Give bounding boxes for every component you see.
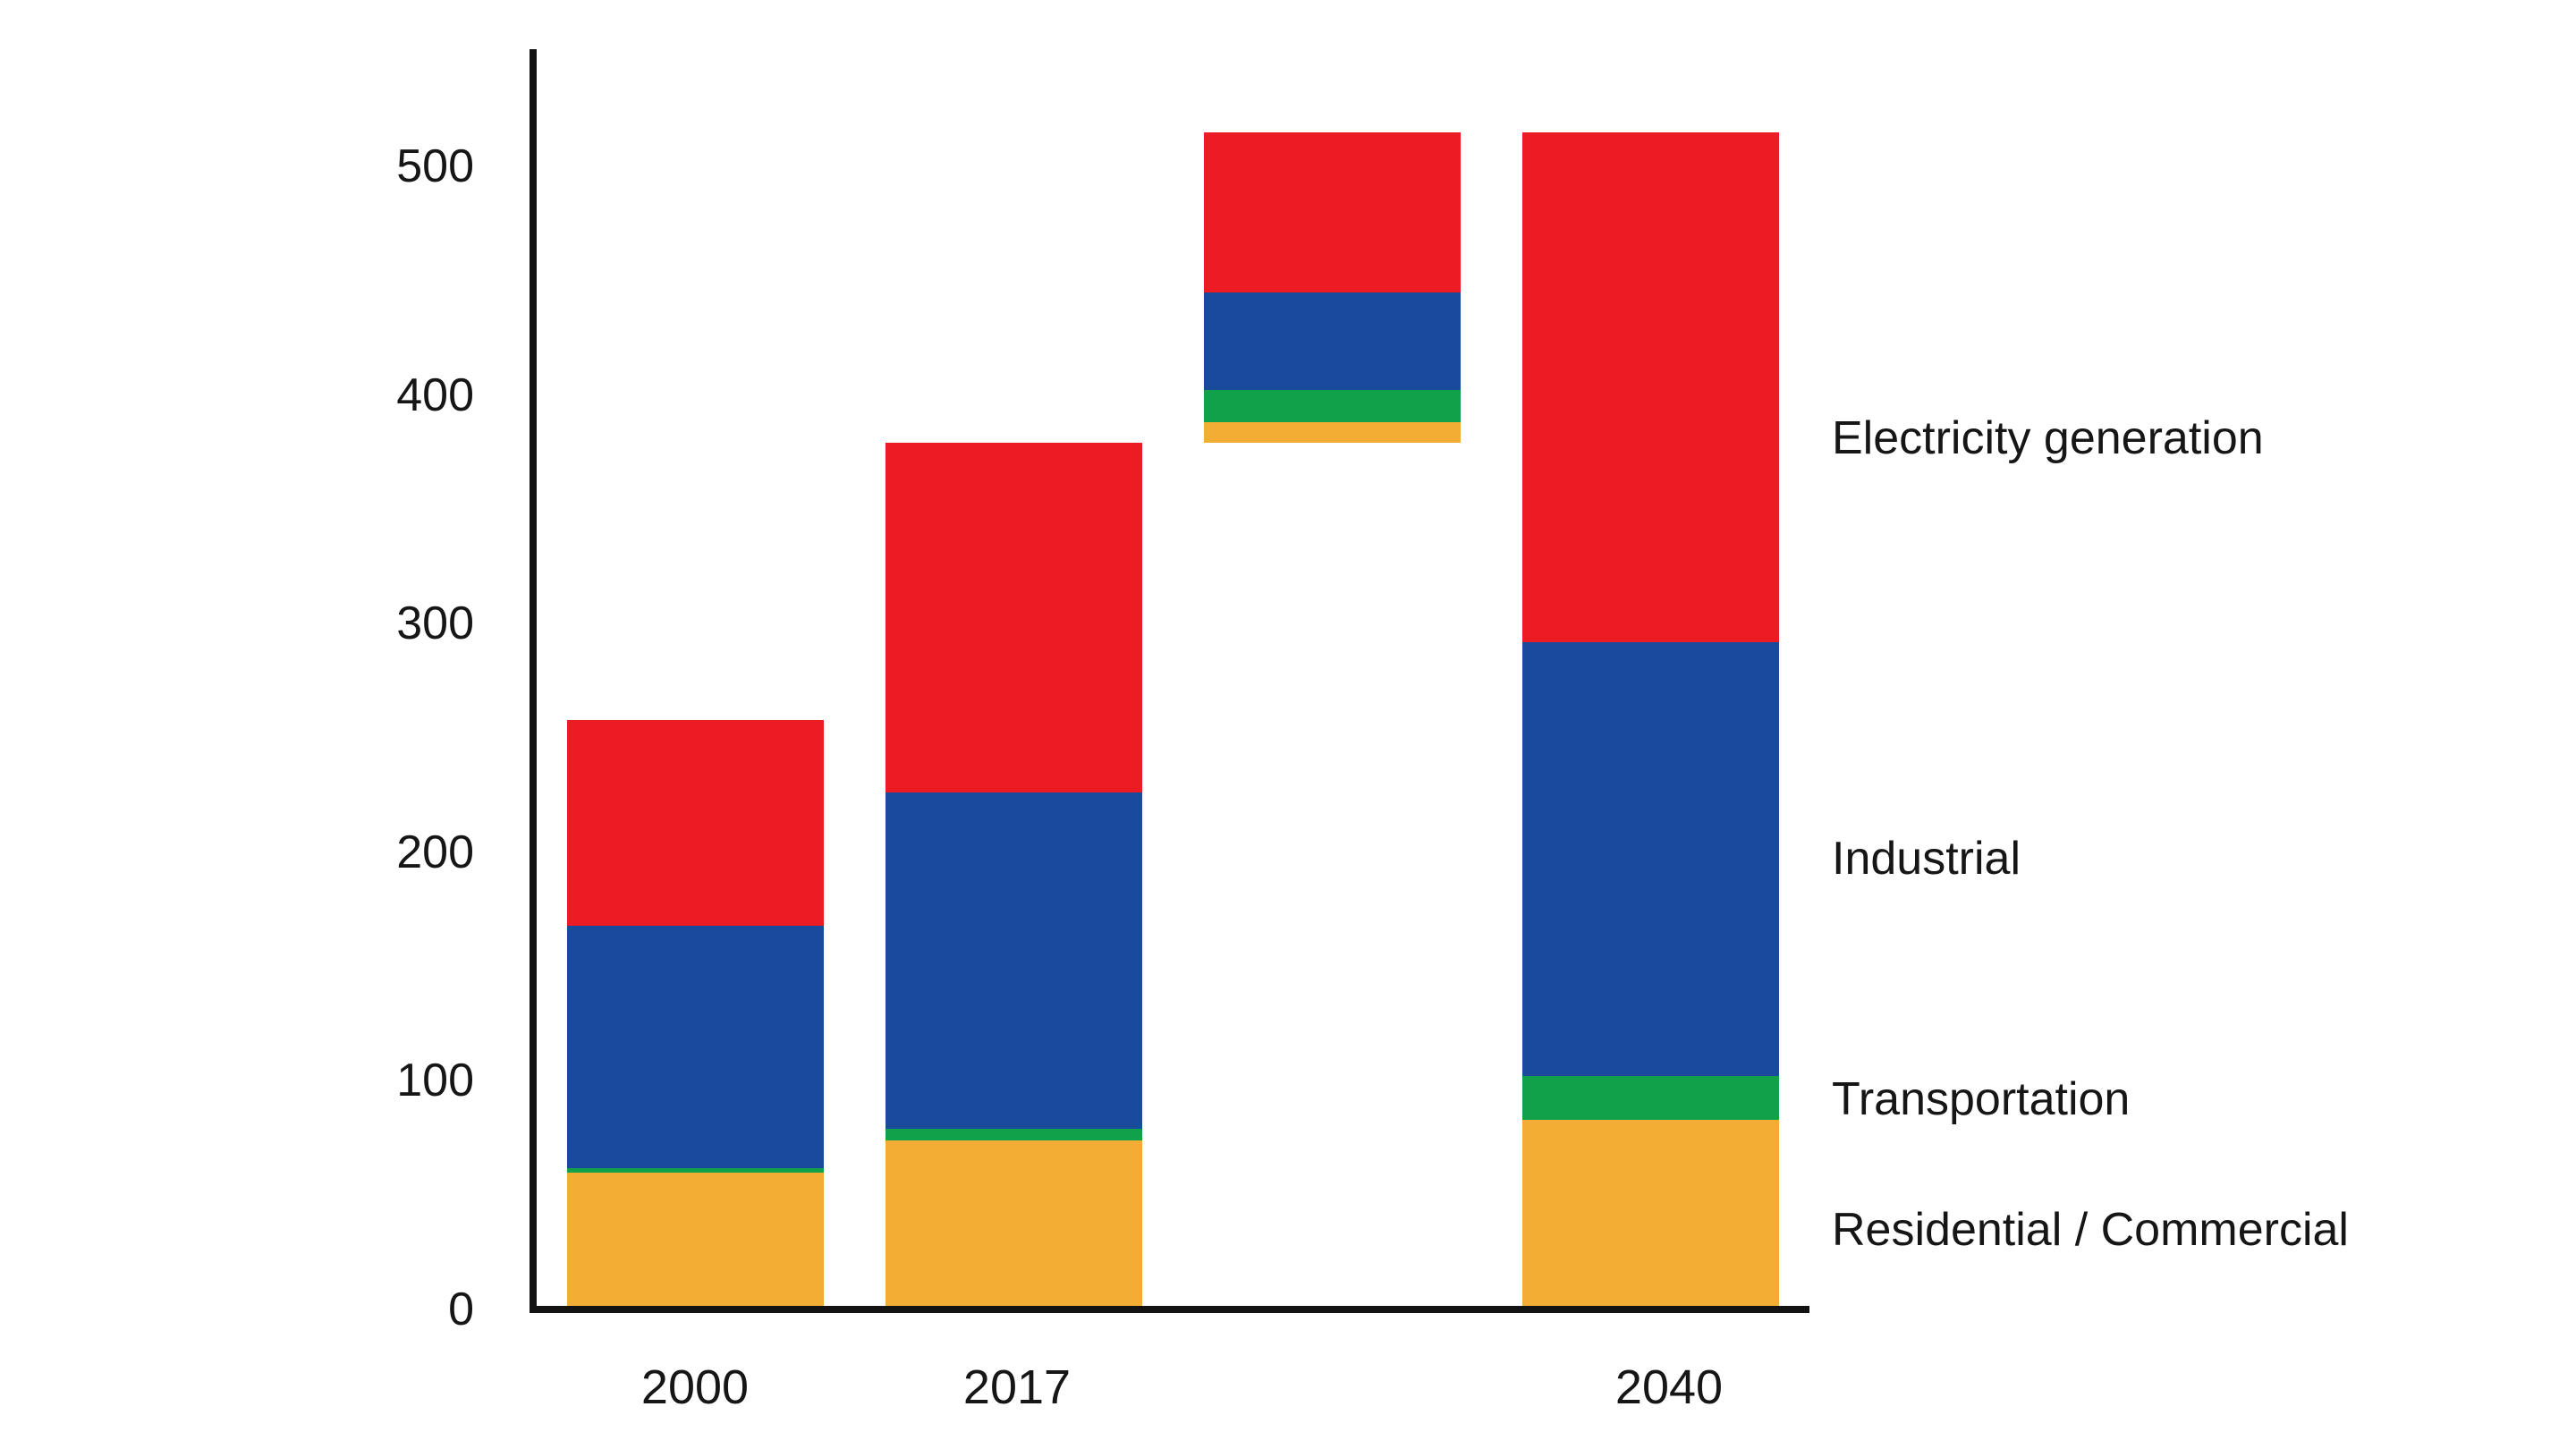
bar-segment-residential-commercial xyxy=(567,1172,824,1309)
bar-segment-industrial xyxy=(1522,641,1779,1077)
y-axis-tick-label: 500 xyxy=(396,140,474,192)
bar-segment-transportation xyxy=(1204,390,1461,423)
bar-segment-industrial xyxy=(886,792,1142,1130)
x-axis-label: 2017 xyxy=(962,1360,1072,1414)
y-axis-tick-label: 200 xyxy=(396,826,474,878)
y-axis-tick-label: 300 xyxy=(396,597,474,650)
bar-segment-transportation xyxy=(567,1167,824,1173)
y-axis-tick-label: 100 xyxy=(396,1055,474,1107)
series-label-electricity-generation: Electricity generation xyxy=(1832,412,2264,465)
bar-segment-residential-commercial xyxy=(1204,422,1461,444)
bar-segment-residential-commercial xyxy=(886,1140,1142,1309)
bar-segment-industrial xyxy=(1204,292,1461,391)
x-axis-label: 2000 xyxy=(640,1360,750,1414)
series-label-industrial: Industrial xyxy=(1832,833,2021,886)
bar-segment-transportation xyxy=(886,1129,1142,1140)
series-label-transportation: Transportation xyxy=(1832,1072,2131,1125)
bar-segment-electricity-generation xyxy=(886,443,1142,793)
bar-segment-residential-commercial xyxy=(1522,1119,1779,1309)
x-axis-label: 2040 xyxy=(1614,1360,1724,1414)
bar-segment-industrial xyxy=(567,925,824,1168)
series-label-residential-commercial: Residential / Commercial xyxy=(1832,1203,2349,1256)
y-axis-tick-label: 400 xyxy=(396,369,474,421)
bar-segment-transportation xyxy=(1522,1076,1779,1120)
y-axis-tick-label: 0 xyxy=(448,1284,474,1335)
bar-segment-electricity-generation xyxy=(1522,131,1779,642)
x-axis-line xyxy=(530,1306,1809,1313)
bar-segment-electricity-generation xyxy=(1204,131,1461,292)
y-axis-line xyxy=(530,49,537,1313)
bar-segment-electricity-generation xyxy=(567,719,824,926)
